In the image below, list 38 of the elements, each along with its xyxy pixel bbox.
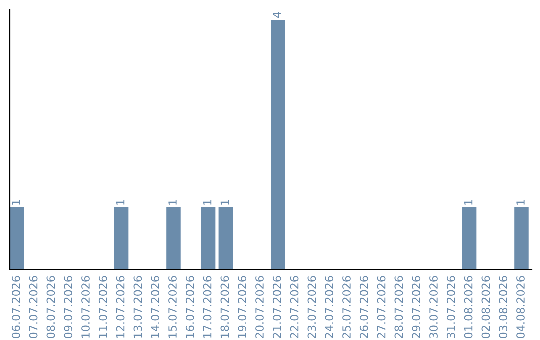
x-tick-label: 25.07.2026: [342, 276, 351, 338]
x-tick-label: 12.07.2026: [116, 276, 125, 338]
x-tick-label: 31.07.2026: [446, 276, 456, 338]
x-tick-label: 04.08.2026: [516, 276, 525, 338]
x-tick-label: 20.07.2026: [256, 276, 264, 338]
x-tick-label: 10.07.2026: [82, 276, 90, 338]
x-tick-label: 14.07.2026: [151, 276, 160, 338]
x-tick-label: 02.08.2026: [482, 276, 490, 338]
x-tick-label: 19.07.2026: [238, 276, 247, 338]
x-tick-label: 21.07.2026: [272, 276, 282, 338]
x-tick-label: 26.07.2026: [360, 276, 368, 338]
x-tick-label: 11.07.2026: [98, 276, 108, 338]
x-tick-label: 16.07.2026: [186, 276, 194, 338]
x-tick-label: 01.08.2026: [464, 276, 473, 338]
x-tick-label: 09.07.2026: [64, 276, 73, 338]
x-tick-label: 22.07.2026: [290, 276, 299, 338]
x-tick-label: 15.07.2026: [168, 276, 177, 338]
data-label: 4: [273, 12, 282, 18]
data-label: 1: [12, 200, 20, 205]
data-label: 1: [116, 200, 125, 205]
data-label: 1: [220, 200, 229, 205]
x-tick-label: 24.07.2026: [325, 276, 334, 338]
x-tick-label: 27.07.2026: [377, 276, 386, 338]
data-label: 1: [204, 200, 212, 205]
x-tick-label: 17.07.2026: [203, 276, 212, 338]
x-tick-label: 23.07.2026: [308, 276, 316, 338]
x-tick-label: 03.08.2026: [499, 276, 508, 338]
x-tick-label: 30.07.2026: [430, 276, 438, 338]
x-tick-label: 06.07.2026: [12, 276, 20, 338]
x-tick-label: 18.07.2026: [220, 276, 230, 338]
x-tick-label: 29.07.2026: [412, 276, 421, 338]
data-label: 1: [168, 200, 177, 205]
x-tick-label: 07.07.2026: [29, 276, 38, 338]
x-tick-label: 28.07.2026: [394, 276, 404, 338]
data-label: 1: [516, 200, 525, 205]
data-label: 1: [464, 200, 473, 205]
x-tick-label: 13.07.2026: [134, 276, 142, 338]
x-tick-label: 08.07.2026: [46, 276, 56, 338]
